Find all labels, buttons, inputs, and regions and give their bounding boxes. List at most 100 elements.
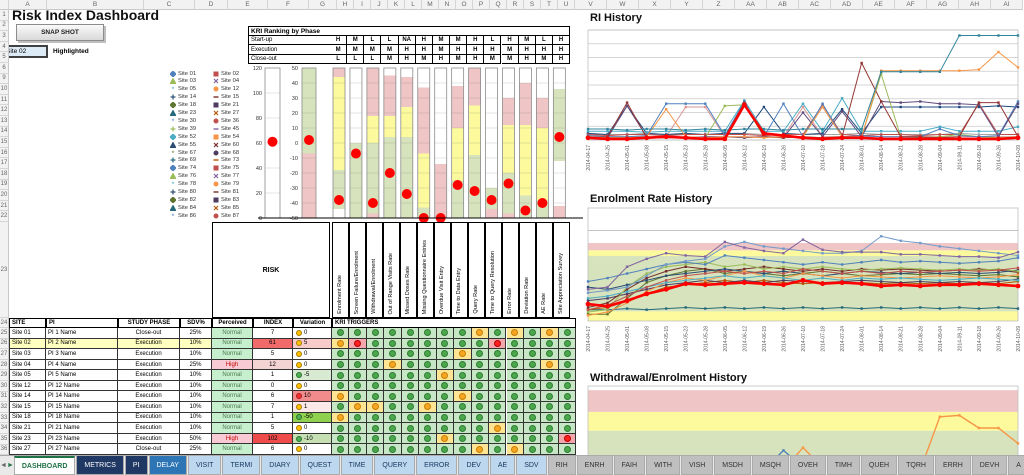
cell-perceived[interactable]: Normal [212, 412, 253, 424]
trigger-cell[interactable] [401, 338, 420, 350]
cell-index[interactable]: 61 [253, 338, 293, 350]
trigger-cell[interactable] [471, 433, 490, 445]
column-header-m[interactable]: M [422, 0, 439, 10]
trigger-cell[interactable] [401, 391, 420, 403]
trigger-cell[interactable] [349, 423, 367, 434]
trigger-cell[interactable] [523, 359, 542, 371]
trigger-cell[interactable] [489, 402, 507, 413]
cell-site[interactable]: Site 21 [9, 423, 46, 434]
trigger-cell[interactable] [366, 402, 385, 413]
row-header-18[interactable]: 18 [0, 169, 9, 180]
trigger-cell[interactable] [506, 349, 524, 360]
trigger-cell[interactable] [454, 370, 472, 381]
trigger-cell[interactable] [471, 359, 490, 371]
sheet-tab-visit[interactable]: VISIT [187, 456, 222, 475]
cell-sdv[interactable]: 10% [180, 412, 212, 424]
column-header-z[interactable]: Z [703, 0, 735, 10]
trigger-cell[interactable] [436, 444, 455, 455]
cell-sdv[interactable]: 50% [180, 433, 212, 445]
trigger-cell[interactable] [419, 412, 437, 424]
column-header-d[interactable]: D [195, 0, 228, 10]
column-header-ag[interactable]: AG [927, 0, 959, 10]
cell-variation[interactable]: 0 [293, 349, 332, 360]
trigger-cell[interactable] [366, 338, 385, 350]
row-header-15[interactable]: 15 [0, 137, 9, 148]
trigger-cell[interactable] [366, 359, 385, 371]
trigger-cell[interactable] [401, 370, 420, 381]
cell-index[interactable]: 6 [253, 444, 293, 455]
trigger-cell[interactable] [523, 370, 542, 381]
trigger-cell[interactable] [332, 444, 350, 455]
column-header-j[interactable]: J [371, 0, 388, 10]
trigger-cell[interactable] [506, 328, 524, 339]
column-header-a[interactable]: A [9, 0, 47, 10]
sheet-tab-diary[interactable]: DIARY [261, 456, 299, 475]
sheet-tab-sdv[interactable]: SDV [516, 456, 547, 475]
row-header-22[interactable]: 22 [0, 211, 9, 222]
trigger-cell[interactable] [506, 359, 524, 371]
row-header-3[interactable]: 3 [0, 31, 9, 42]
column-header-v[interactable]: V [575, 0, 607, 10]
row-header-17[interactable]: 17 [0, 158, 9, 169]
cell-pi[interactable]: PI 14 Name [46, 391, 118, 403]
trigger-cell[interactable] [401, 444, 420, 455]
column-header-ad[interactable]: AD [831, 0, 863, 10]
trigger-cell[interactable] [506, 412, 524, 424]
cell-index[interactable]: 1 [253, 412, 293, 424]
trigger-cell[interactable] [489, 391, 507, 403]
row-header-24[interactable]: 24 [0, 318, 9, 328]
trigger-cell[interactable] [401, 412, 420, 424]
trigger-cell[interactable] [366, 433, 385, 445]
trigger-cell[interactable] [401, 380, 420, 392]
cell-site[interactable]: Site 05 [9, 370, 46, 381]
cell-phase[interactable]: Execution [118, 338, 180, 350]
column-header-ah[interactable]: AH [959, 0, 991, 10]
trigger-cell[interactable] [332, 433, 350, 445]
cell-phase[interactable]: Close-out [118, 328, 180, 339]
cell-pi[interactable]: PI 1 Name [46, 328, 118, 339]
trigger-cell[interactable] [489, 444, 507, 455]
column-header-q[interactable]: Q [490, 0, 507, 10]
cell-pi[interactable]: PI 3 Name [46, 349, 118, 360]
trigger-cell[interactable] [489, 338, 507, 350]
trigger-cell[interactable] [471, 423, 490, 434]
trigger-cell[interactable] [541, 370, 559, 381]
cell-phase[interactable]: Execution [118, 349, 180, 360]
trigger-cell[interactable] [349, 328, 367, 339]
sheet-tab-error[interactable]: ERROR [416, 456, 458, 475]
trigger-cell[interactable] [366, 444, 385, 455]
sheet-tab-msdh[interactable]: MSDH [714, 456, 751, 475]
trigger-cell[interactable] [471, 412, 490, 424]
cell-perceived[interactable]: Normal [212, 444, 253, 455]
row-header-21[interactable]: 21 [0, 200, 9, 212]
cell-variation[interactable]: 0 [293, 380, 332, 392]
trigger-cell[interactable] [454, 402, 472, 413]
sheet-tab-msqh[interactable]: MSQH [751, 456, 789, 475]
trigger-cell[interactable] [541, 391, 559, 403]
trigger-cell[interactable] [366, 391, 385, 403]
trigger-cell[interactable] [436, 380, 455, 392]
trigger-cell[interactable] [541, 444, 559, 455]
cell-phase[interactable]: Execution [118, 402, 180, 413]
trigger-cell[interactable] [558, 412, 577, 424]
row-header-2[interactable]: 2 [0, 20, 9, 32]
row-header-16[interactable]: 16 [0, 147, 9, 159]
column-header-af[interactable]: AF [895, 0, 927, 10]
sheet-tab-devh[interactable]: DEVH [971, 456, 1008, 475]
trigger-cell[interactable] [558, 328, 577, 339]
cell-pi[interactable]: PI 15 Name [46, 402, 118, 413]
trigger-cell[interactable] [349, 338, 367, 350]
column-header-c[interactable]: C [144, 0, 195, 10]
row-header-36[interactable]: 36 [0, 444, 9, 456]
cell-sdv[interactable]: 25% [180, 359, 212, 371]
cell-phase[interactable]: Execution [118, 391, 180, 403]
trigger-cell[interactable] [558, 423, 577, 434]
sheet-tab-with[interactable]: WITH [646, 456, 680, 475]
trigger-cell[interactable] [349, 370, 367, 381]
trigger-cell[interactable] [454, 328, 472, 339]
trigger-cell[interactable] [332, 412, 350, 424]
trigger-cell[interactable] [384, 412, 402, 424]
column-header-w[interactable]: W [607, 0, 639, 10]
trigger-cell[interactable] [401, 402, 420, 413]
trigger-cell[interactable] [349, 380, 367, 392]
